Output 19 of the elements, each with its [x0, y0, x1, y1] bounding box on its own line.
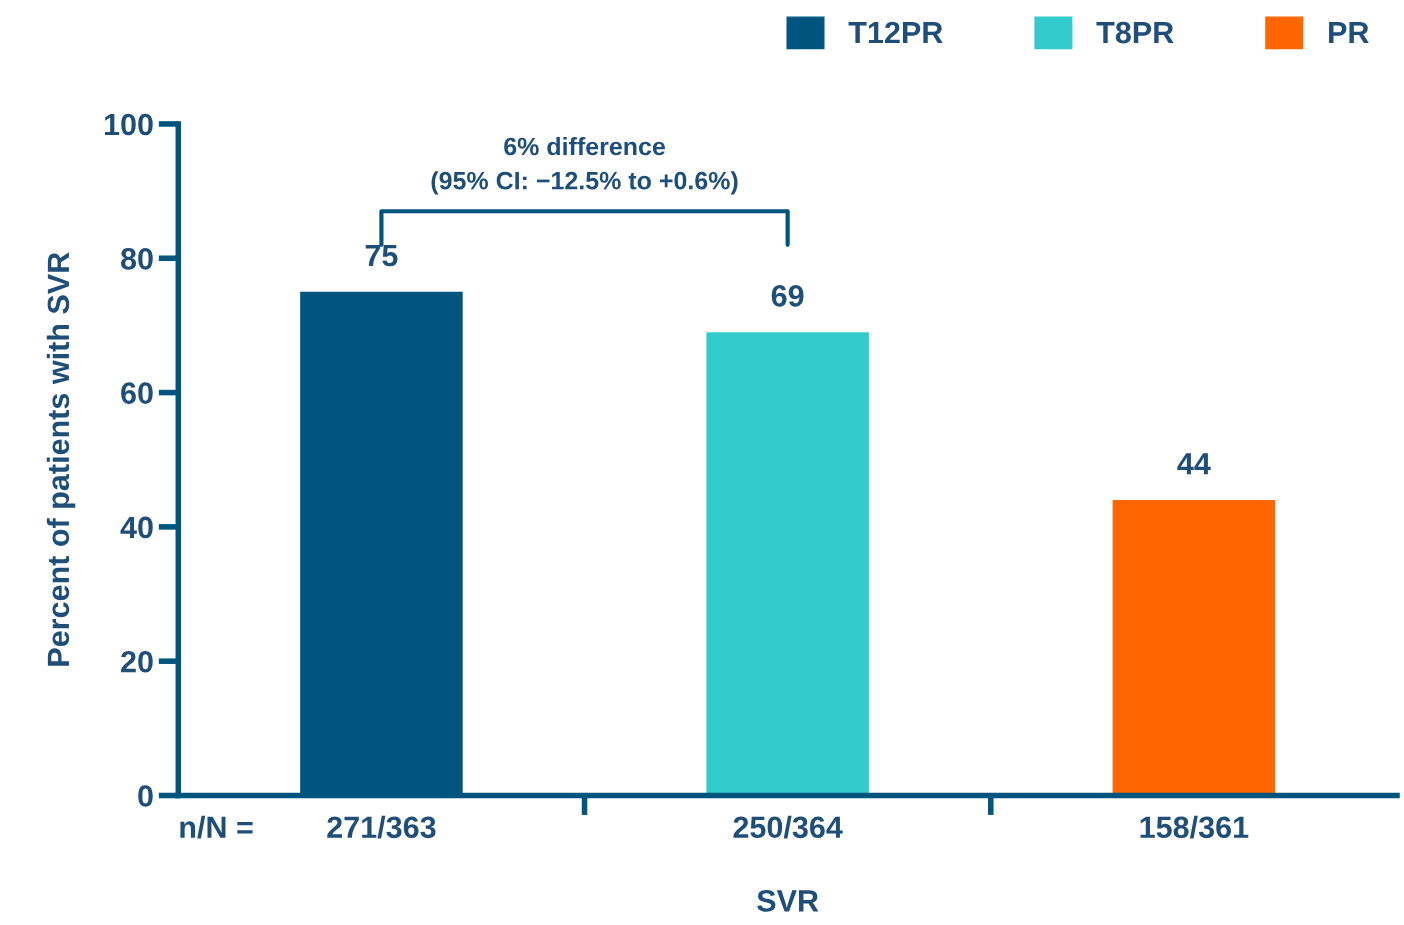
data-label: 75: [365, 245, 398, 267]
y-tick-label: 0: [138, 785, 153, 807]
y-tick-label: 80: [120, 248, 153, 270]
y-tick-label: 40: [120, 516, 153, 539]
data-label: 69: [771, 285, 804, 307]
y-tick-label: 60: [121, 382, 153, 404]
data-label: 44: [1177, 453, 1211, 475]
x-tick-label: 158/361: [1140, 815, 1249, 839]
text: n/N =: [180, 815, 253, 839]
legend-label: PR: [1329, 22, 1369, 44]
y-axis-title: Percent of patients with SVR: [46, 252, 76, 666]
y-tick-label: 20: [121, 650, 153, 673]
x-tick-label: 250/364: [733, 815, 843, 839]
legend-label: T8PR: [1096, 21, 1174, 44]
annotation: 6% difference (95% CI: −12.5% to +0.6%): [431, 136, 738, 195]
legend-label: T12PR: [848, 21, 943, 44]
x-tick-label: 271/363: [327, 815, 436, 839]
y-tick-label: 100: [104, 113, 153, 136]
x-axis-title: SVR: [757, 890, 819, 912]
